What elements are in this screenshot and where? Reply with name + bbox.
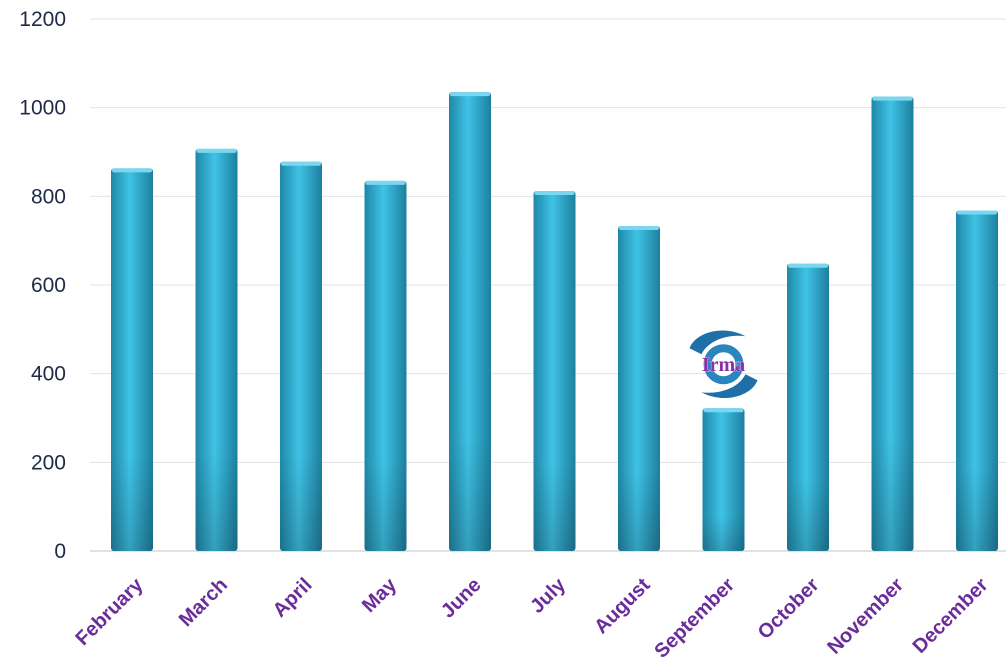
bar-june	[449, 92, 491, 552]
bar-shade	[956, 210, 998, 551]
bar-shade	[449, 92, 491, 552]
x-tick-label: September	[650, 574, 739, 663]
bar-february	[111, 168, 153, 552]
bar-august	[618, 226, 660, 551]
bar-shade	[364, 180, 407, 552]
y-tick-label: 1200	[19, 8, 66, 31]
hurricane-icon	[689, 330, 758, 399]
y-tick-label: 0	[54, 540, 66, 563]
bar-november	[871, 96, 914, 551]
x-tick-label: October	[754, 574, 824, 644]
bar-april	[280, 161, 322, 551]
bar-shade	[195, 148, 238, 551]
x-tick-label: June	[437, 574, 486, 623]
y-tick-label: 1000	[19, 97, 66, 120]
bar-shade	[702, 408, 745, 551]
y-tick-label: 200	[31, 451, 66, 474]
bar-may	[364, 180, 407, 552]
bar-top	[703, 408, 744, 413]
x-tick-label: May	[358, 573, 402, 617]
bar-top	[788, 263, 828, 268]
bar-shade	[618, 226, 660, 551]
hurricane-annotation: Irma	[689, 330, 758, 399]
bar-shade	[280, 161, 322, 551]
bar-top	[450, 92, 490, 97]
bar-july	[533, 191, 576, 551]
bar-october	[787, 263, 829, 551]
bar-shade	[871, 96, 914, 551]
bar-top	[112, 168, 152, 173]
bar-shade	[787, 263, 829, 551]
x-tick-label: November	[823, 574, 908, 659]
bar-september	[702, 408, 745, 551]
y-axis-ticks: 0 200 400 600 800 1000 1200	[19, 8, 66, 563]
bar-top	[365, 180, 406, 185]
bar-shade	[533, 191, 576, 551]
y-tick-label: 400	[31, 363, 66, 386]
bar-top	[196, 148, 237, 153]
y-tick-label: 800	[31, 185, 66, 208]
bar-december	[956, 210, 998, 551]
bar-top	[534, 191, 575, 196]
x-tick-label: February	[71, 573, 148, 650]
bar-top	[872, 96, 913, 101]
hurricane-label: Irma	[702, 354, 745, 376]
bars	[111, 92, 998, 552]
x-tick-label: April	[269, 574, 317, 622]
x-tick-label: July	[526, 573, 570, 617]
x-tick-label: March	[175, 574, 232, 631]
bar-top	[957, 210, 997, 215]
x-tick-label: December	[909, 574, 993, 658]
bar-top	[281, 161, 321, 166]
x-axis-ticks: February March April May June July AugustSepte…	[71, 573, 992, 662]
bar-march	[195, 148, 238, 551]
x-tick-label: August	[590, 574, 655, 639]
y-tick-label: 600	[31, 274, 66, 297]
bar-shade	[111, 168, 153, 552]
bar-top	[619, 226, 659, 231]
